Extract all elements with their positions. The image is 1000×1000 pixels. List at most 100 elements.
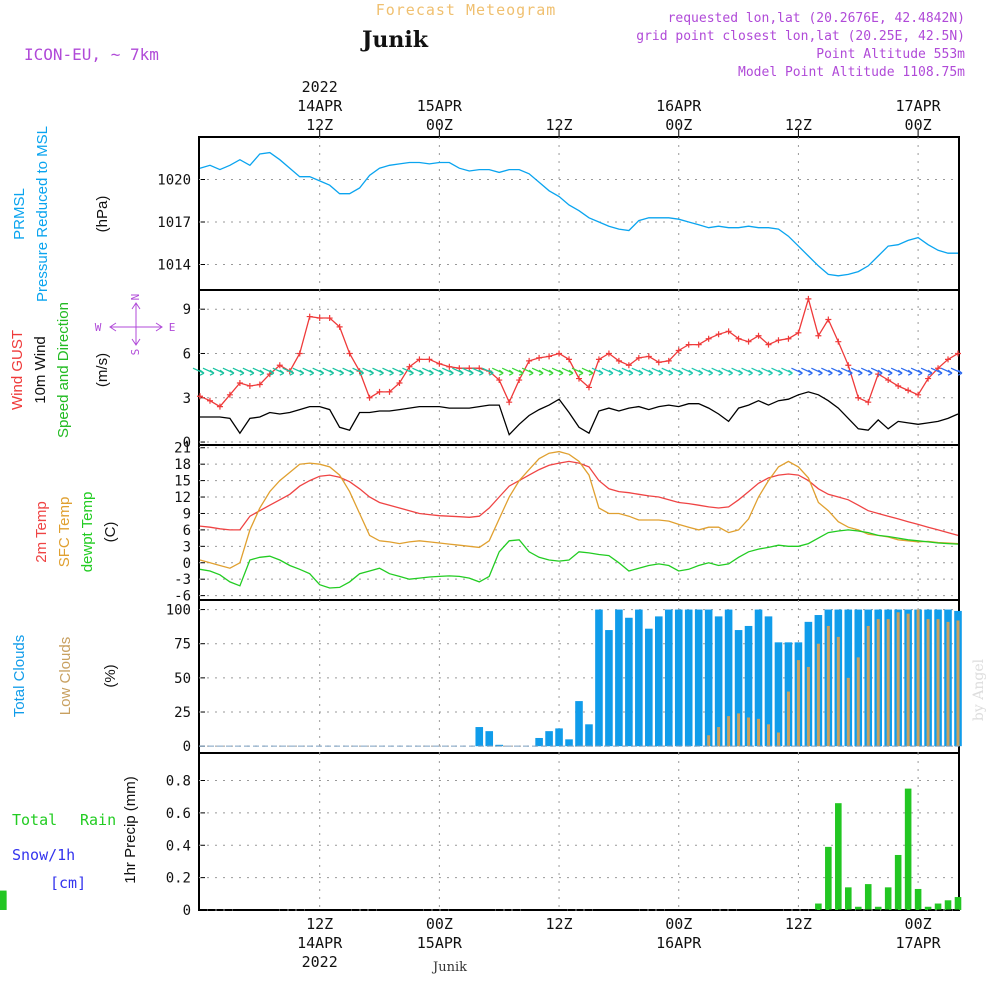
gust-marker bbox=[256, 381, 263, 388]
wind-arrow bbox=[651, 367, 664, 376]
snow-unit-label: [cm] bbox=[50, 874, 86, 892]
y-tick-label: 0.2 bbox=[166, 871, 191, 887]
wind-arrow bbox=[821, 367, 833, 376]
low-cloud-bar bbox=[757, 718, 761, 747]
wind-label: 10m Wind bbox=[32, 336, 49, 404]
low-cloud-bar bbox=[876, 619, 880, 747]
total-cloud-bar bbox=[764, 616, 773, 747]
gust-marker bbox=[416, 356, 423, 363]
bottom-axis-label: 2022 bbox=[302, 953, 338, 971]
gust-marker bbox=[236, 380, 243, 386]
bottom-axis-label: 12Z bbox=[785, 915, 812, 933]
wind-arrow bbox=[811, 367, 823, 376]
gust-marker bbox=[685, 341, 692, 348]
y-tick-label: 1020 bbox=[157, 173, 191, 189]
wind-arrow bbox=[242, 367, 255, 376]
low-cloud-bar bbox=[846, 677, 850, 747]
wind-arrow bbox=[511, 367, 524, 376]
total-cloud-bar bbox=[704, 609, 713, 747]
rain-bar bbox=[924, 906, 932, 910]
gust-marker bbox=[566, 356, 573, 363]
gust-marker bbox=[735, 335, 742, 342]
total-cloud-bar bbox=[734, 630, 743, 747]
gust-marker bbox=[316, 315, 323, 322]
rain-bar bbox=[944, 900, 952, 910]
wind-arrow bbox=[412, 367, 424, 376]
wind-arrow bbox=[711, 367, 724, 376]
wind-arrow bbox=[631, 367, 644, 376]
gust-marker bbox=[825, 316, 832, 323]
top-axis-label: 2022 bbox=[302, 78, 338, 96]
top-axis-label: 17APR bbox=[896, 97, 942, 115]
wind-arrow bbox=[471, 367, 484, 376]
bottom-axis-label: 00Z bbox=[905, 915, 932, 933]
top-axis-label: 00Z bbox=[426, 116, 453, 134]
panel-frames bbox=[198, 136, 960, 911]
bottom-axis-label: 16APR bbox=[656, 934, 702, 952]
total-cloud-bar bbox=[754, 609, 763, 747]
wind-arrow bbox=[601, 367, 614, 376]
dewpt-line bbox=[199, 529, 959, 589]
gust-marker bbox=[246, 382, 253, 389]
wind-arrow bbox=[940, 367, 953, 376]
wind-arrow bbox=[262, 367, 275, 376]
total-cloud-bar bbox=[694, 609, 703, 747]
gust-marker bbox=[905, 387, 912, 394]
precip-unit: 1hr Precip (mm) bbox=[122, 776, 139, 884]
temp-side-label: 2m Temp SFC Temp dewpt Temp (C) bbox=[33, 492, 119, 573]
gust-marker bbox=[635, 354, 642, 361]
gust-marker bbox=[885, 377, 892, 384]
top-axis-label: 00Z bbox=[905, 116, 932, 134]
rain-bar bbox=[854, 906, 862, 910]
wind-arrow bbox=[920, 367, 933, 376]
gust-marker bbox=[197, 393, 203, 400]
low-cloud-bar bbox=[776, 732, 780, 747]
y-tick-label: 18 bbox=[174, 457, 191, 473]
wind-dir-label: Speed and Direction bbox=[55, 302, 72, 438]
wind-arrow bbox=[741, 367, 753, 376]
gust-marker bbox=[745, 338, 752, 345]
wind-arrow bbox=[402, 367, 414, 376]
wind-arrow bbox=[751, 367, 763, 376]
y-tick-label: 0 bbox=[183, 739, 191, 755]
rain-bar bbox=[0, 890, 7, 910]
wind-arrow bbox=[372, 367, 384, 376]
gust-marker bbox=[326, 315, 333, 322]
y-tick-label: 50 bbox=[174, 671, 191, 687]
gust-marker bbox=[296, 350, 303, 357]
gust-marker bbox=[336, 323, 343, 330]
y-tick-label: 0.8 bbox=[166, 774, 191, 790]
wind-arrow bbox=[551, 367, 564, 376]
total-label: Total bbox=[12, 811, 57, 829]
wind-arrow bbox=[731, 367, 743, 376]
wind-arrow bbox=[561, 367, 574, 376]
gust-marker bbox=[695, 341, 702, 348]
total-cloud-bar bbox=[714, 616, 723, 747]
bottom-axis-label: 00Z bbox=[665, 915, 692, 933]
wind-arrow bbox=[781, 367, 793, 376]
rain-bar bbox=[954, 897, 962, 910]
y-tick-label: 12 bbox=[174, 490, 191, 506]
wind-arrow bbox=[462, 367, 474, 376]
location-title: Junik bbox=[360, 27, 429, 53]
point-altitude: Point Altitude 553m bbox=[816, 47, 965, 62]
wind-arrow bbox=[900, 367, 913, 376]
gust-marker bbox=[765, 341, 772, 348]
rain-bar bbox=[844, 887, 852, 910]
y-tick-label: 3 bbox=[183, 539, 191, 555]
wind-arrow bbox=[761, 367, 773, 376]
total-cloud-bar bbox=[585, 724, 593, 747]
panel-frame bbox=[198, 752, 960, 911]
wind-arrow bbox=[352, 367, 364, 376]
low-clouds-label: Low Clouds bbox=[57, 637, 74, 715]
low-cloud-bar bbox=[866, 625, 870, 747]
low-cloud-bar bbox=[717, 727, 721, 747]
top-axis-label: 12Z bbox=[546, 116, 573, 134]
wind-arrow bbox=[910, 367, 923, 376]
total-cloud-bar bbox=[495, 744, 504, 747]
wind-arrow bbox=[362, 367, 374, 376]
wind-arrow bbox=[382, 367, 394, 376]
wind-arrow bbox=[641, 367, 654, 376]
total-cloud-bar bbox=[545, 731, 553, 747]
wind-arrow bbox=[292, 367, 305, 376]
